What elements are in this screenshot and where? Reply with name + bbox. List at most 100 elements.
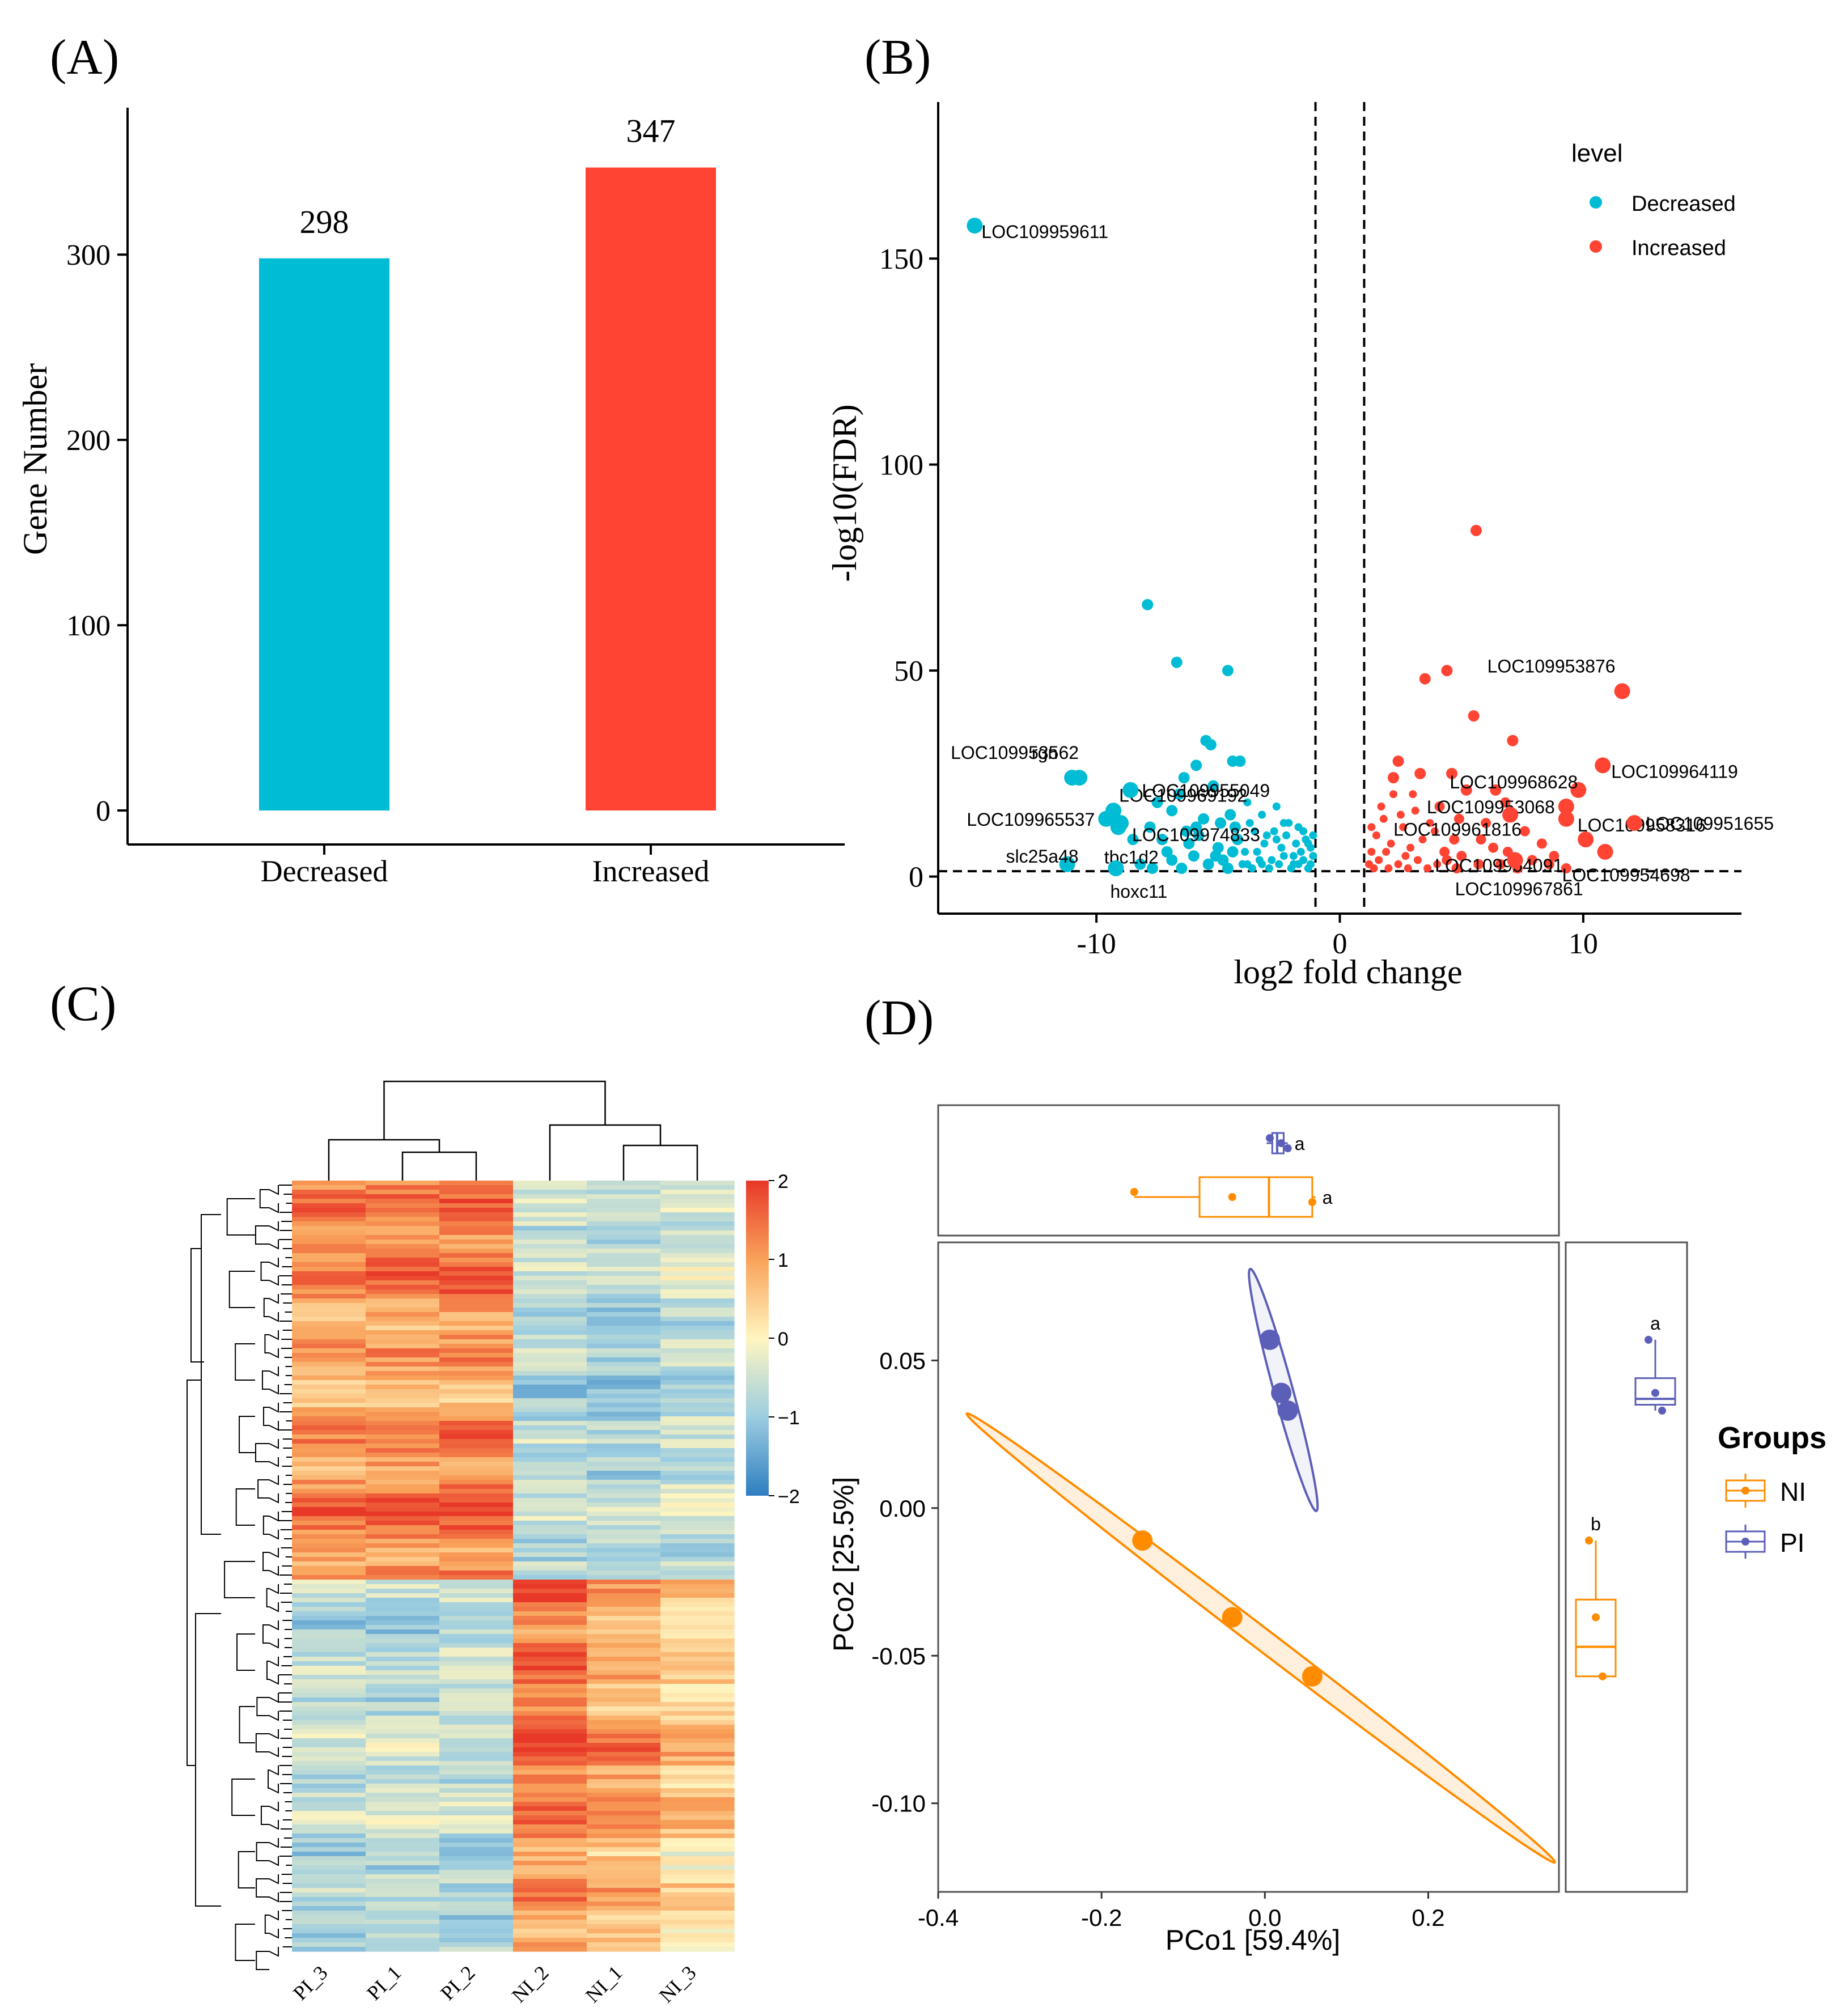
heatmap-cell [587, 1217, 661, 1222]
point-increased [1367, 823, 1376, 831]
point-decreased [1272, 835, 1281, 844]
heatmap-cell [513, 1199, 587, 1204]
heatmap-cell [513, 1702, 587, 1707]
heatmap-cell [366, 1888, 440, 1893]
heatmap-cell [513, 1317, 587, 1322]
heatmap-cell [660, 1634, 735, 1639]
right-box-point [1645, 1335, 1652, 1344]
heatmap-cell [513, 1870, 587, 1875]
point-increased [1490, 784, 1502, 796]
heatmap-cell [660, 1593, 735, 1598]
top-box-point [1283, 1144, 1292, 1152]
heatmap-cell [660, 1892, 735, 1898]
heatmap-cell [587, 1421, 661, 1426]
heatmap-cell [660, 1856, 735, 1861]
heatmap-cell [513, 1385, 587, 1390]
heatmap-cell [366, 1326, 440, 1331]
point-decreased [1262, 831, 1271, 839]
heatmap-cell [513, 1924, 587, 1929]
heatmap-cell [439, 1679, 514, 1684]
heatmap-cell [366, 1548, 440, 1553]
heatmap-cell [587, 1335, 661, 1340]
legend-d-ni: NI [1780, 1477, 1806, 1506]
heatmap-cell [366, 1620, 440, 1625]
point-increased [1387, 839, 1395, 848]
heatmap-cell [292, 1702, 366, 1707]
heatmap-cell [439, 1707, 514, 1712]
heatmap-cell [439, 1738, 514, 1743]
column-dendrogram-branch [401, 1151, 477, 1181]
heatmap-cell [292, 1620, 366, 1625]
heatmap-cell [439, 1548, 514, 1553]
heatmap-cell [660, 1317, 735, 1322]
heatmap-cell [292, 1720, 366, 1725]
point-slc25a48 [1059, 856, 1075, 872]
point-increased [1377, 803, 1385, 811]
heatmap-cell [660, 1534, 735, 1539]
heatmap-cell [660, 1684, 735, 1689]
panel-a-bar-chart: Gene Number 0 100 200 300 298 Decreased 347 Inc… [16, 108, 845, 888]
heatmap-cell [513, 1308, 587, 1313]
heatmap-cell [587, 1892, 661, 1898]
heatmap-cell [292, 1398, 366, 1403]
heatmap-cell [587, 1720, 661, 1725]
heatmap-cell [587, 1589, 661, 1594]
heatmap-cell [587, 1648, 661, 1653]
point-loc109953876 [1614, 683, 1630, 699]
heatmap-cell [439, 1571, 514, 1576]
heatmap-cell [587, 1679, 661, 1684]
point-decreased [1166, 854, 1178, 866]
heatmap-cell [587, 1276, 661, 1281]
y-tick-label: 0.05 [879, 1347, 926, 1374]
top-box-point [1277, 1139, 1286, 1147]
heatmap-cell [513, 1829, 587, 1834]
heatmap-cell [439, 1666, 514, 1671]
point-decreased [1299, 827, 1308, 835]
heatmap-cell [439, 1303, 514, 1308]
heatmap-cell [292, 1806, 366, 1811]
heatmap-cell [366, 1453, 440, 1458]
heatmap-cell [513, 1348, 587, 1353]
heatmap-cell [439, 1208, 514, 1213]
heatmap-cell [439, 1779, 514, 1784]
point-label-loc109953562: LOC109953562 [951, 742, 1079, 763]
heatmap-cell [587, 1729, 661, 1734]
heatmap-cell [587, 1666, 661, 1671]
heatmap-cell [439, 1879, 514, 1884]
heatmap-cell [292, 1190, 366, 1195]
heatmap-cell [292, 1693, 366, 1698]
heatmap-cell [292, 1688, 366, 1694]
heatmap-cell [587, 1861, 661, 1866]
colorbar-tick-label: 1 [778, 1250, 789, 1271]
heatmap-cell [660, 1834, 735, 1839]
heatmap-cell [366, 1838, 440, 1843]
point-label-loc109954698: LOC109954698 [1562, 865, 1690, 885]
bar-decreased [259, 258, 389, 810]
heatmap-cell [660, 1357, 735, 1363]
heatmap-cell [292, 1303, 366, 1308]
point-increased [1536, 838, 1547, 849]
heatmap-cell [513, 1566, 587, 1571]
heatmap-cell [366, 1466, 440, 1471]
point-increased [1473, 859, 1484, 869]
heatmap-cell [439, 1317, 514, 1322]
point-loc109965537 [1098, 810, 1114, 827]
heatmap-cell [292, 1484, 366, 1489]
column-dendrogram-branch [622, 1144, 698, 1181]
heatmap-cell [660, 1756, 735, 1762]
heatmap-cell [513, 1915, 587, 1920]
heatmap-cell [366, 1784, 440, 1789]
point-increased [1433, 860, 1442, 868]
point-increased [1404, 864, 1412, 873]
heatmap-cell [587, 1938, 661, 1943]
heatmap-cell [513, 1620, 587, 1625]
panel-b-legend: level Decreased Increased [1571, 139, 1736, 260]
heatmap-cell [292, 1561, 366, 1567]
point-increased [1561, 863, 1571, 874]
heatmap-cell [660, 1507, 735, 1512]
ellipse-ni [965, 1412, 1556, 1864]
point-decreased [1156, 834, 1168, 846]
heatmap-cell [439, 1942, 514, 1947]
heatmap-cell [366, 1747, 440, 1752]
heatmap-cell [660, 1434, 735, 1440]
